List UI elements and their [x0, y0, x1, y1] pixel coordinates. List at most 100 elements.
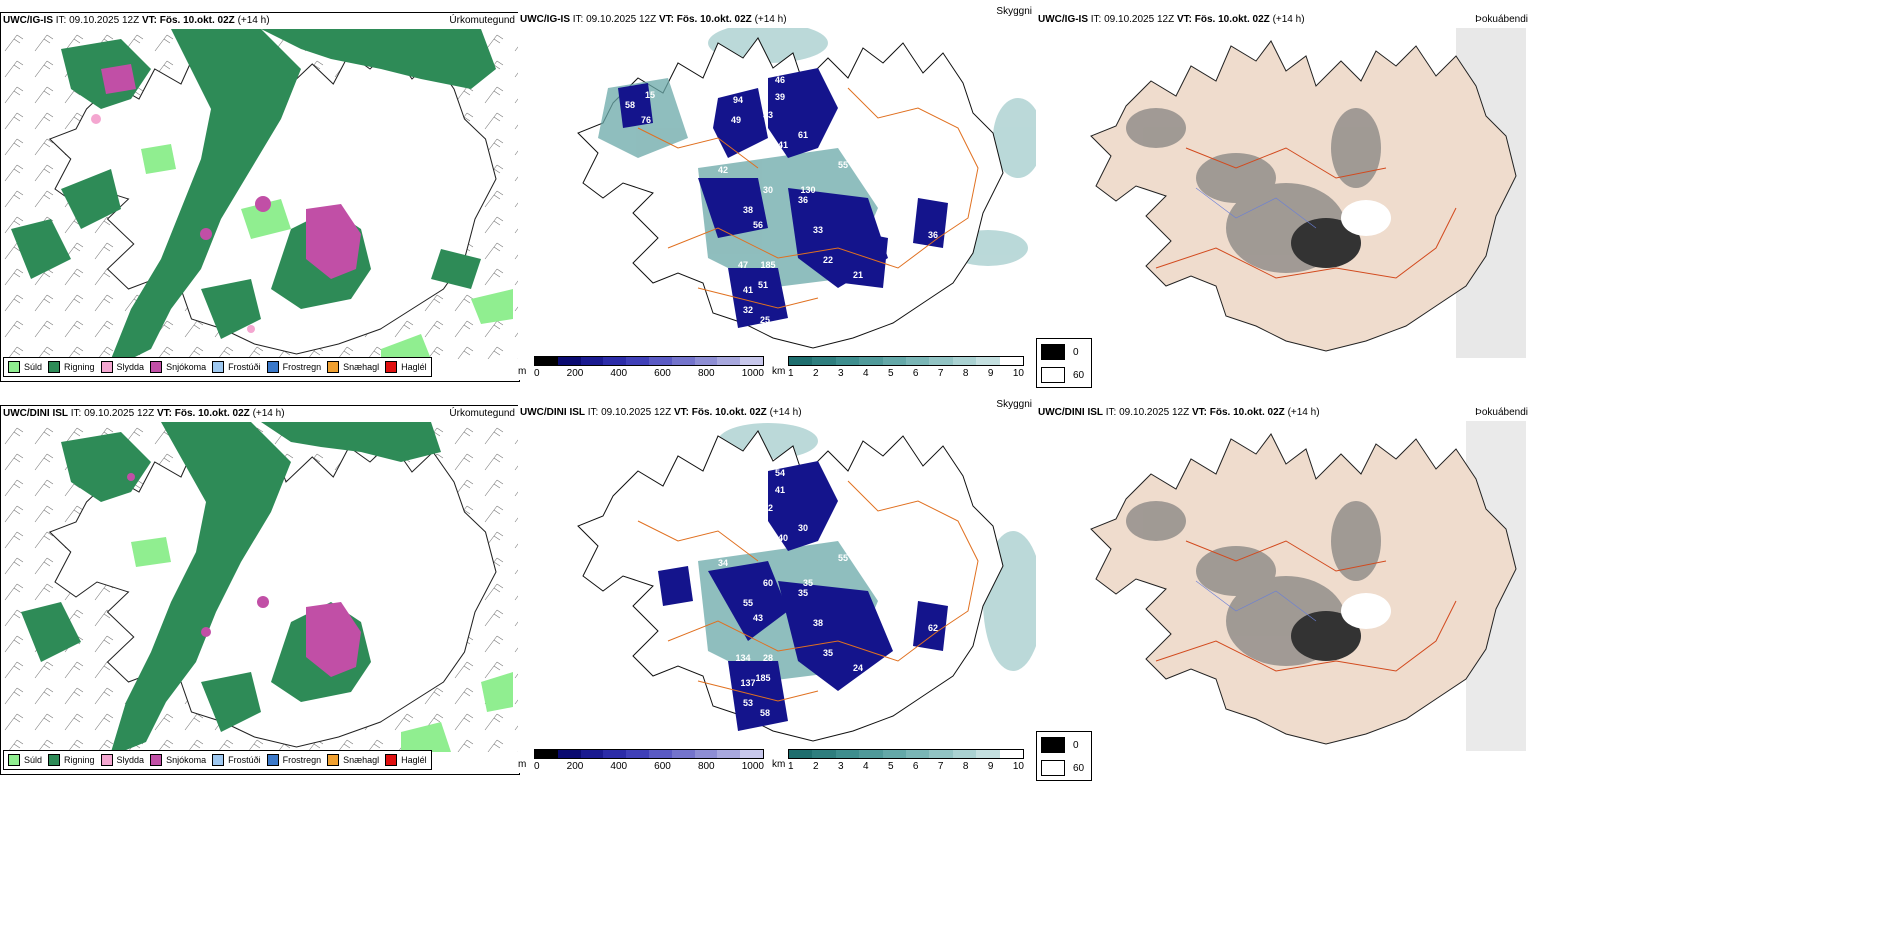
cloud-base-label: 35 [803, 578, 813, 588]
colorbar-ticks: 1 2 3 4 5 6 7 8 9 10 [788, 368, 1024, 379]
fog-swatch [1041, 760, 1065, 776]
cloud-base-label: 35 [823, 648, 833, 658]
colorbar-tick: 400 [610, 368, 628, 379]
colorbar-tick: 10 [1012, 368, 1024, 379]
colorbar-tick: 400 [610, 761, 628, 772]
cloud-base-label: 21 [853, 270, 863, 280]
cloud-base-label: 22 [823, 255, 833, 265]
fog-map [1036, 421, 1526, 751]
legend-swatch [266, 754, 279, 766]
colorbar-segment [835, 357, 860, 365]
legend-item: Slydda [100, 361, 144, 373]
precip-map [1, 29, 519, 359]
colorbar-tick: 3 [837, 368, 844, 379]
cloud-base-label: 34 [718, 558, 728, 568]
colorbar-tick: 600 [654, 761, 671, 772]
legend-item: Frostúði [212, 361, 261, 373]
cloud-base-label: 25 [760, 315, 770, 325]
colorbar-tick: 5 [887, 761, 894, 772]
colorbar-segment [835, 750, 860, 758]
colorbar-segment [882, 750, 907, 758]
precip-panel-top: UWC/IG-IS IT: 09.10.2025 12Z VT: Fös. 10… [0, 12, 520, 382]
cloud-base-label: 58 [625, 100, 635, 110]
colorbar-segment [976, 750, 1000, 758]
cloud-base-label: 137 [740, 678, 755, 688]
precip-panel-bottom: UWC/DINI ISL IT: 09.10.2025 12Z VT: Fös.… [0, 405, 520, 775]
colorbar-tick: 7 [937, 761, 944, 772]
cloud-base-label: 17 [693, 265, 703, 275]
cloud-base-label: 41 [743, 285, 753, 295]
colorbar-tick: 0 [534, 761, 540, 772]
colorbar-segment [671, 357, 695, 365]
legend-item: Haglél [385, 754, 427, 766]
precip-legend: Súld Rigning Slydda Snjókoma Frostúði Fr… [3, 750, 432, 770]
legend-swatch [385, 361, 398, 373]
cloud-base-label: 88 [883, 135, 893, 145]
cloud-base-label: 41 [778, 140, 788, 150]
colorbar-segment [648, 750, 672, 758]
colorbar-strip [534, 356, 764, 366]
colorbar-segment [626, 750, 649, 758]
cloud-base-label: 24 [853, 663, 863, 673]
colorbar-segment [557, 357, 581, 365]
colorbar-segment [929, 357, 953, 365]
legend-swatch [212, 754, 225, 766]
cloud-base-label: 60 [763, 578, 773, 588]
fog-panel-bottom: UWC/DINI ISL IT: 09.10.2025 12Z VT: Fös.… [1036, 405, 1900, 781]
cloud-base-label: 33 [763, 110, 773, 120]
product-name: Skyggni [996, 6, 1032, 17]
fog-legend: 0 60 [1036, 731, 1092, 781]
cloud-base-label: 38 [743, 205, 753, 215]
cloud-base-label: 51 [758, 280, 768, 290]
cloud-base-label: 39 [775, 92, 785, 102]
legend-item: Frostúði [212, 754, 261, 766]
colorbar-ticks: 0 200 400 600 800 1000 [534, 761, 764, 772]
cloud-base-label: 15 [883, 528, 893, 538]
cloud-base-label: 62 [928, 623, 938, 633]
cloud-base-label: 47 [738, 260, 748, 270]
cloud-base-label: 61 [641, 508, 651, 518]
colorbar-tick: 3 [837, 761, 844, 772]
cloud-base-label: 31 [645, 483, 655, 493]
colorbar-tick: 6 [912, 761, 919, 772]
colorbar-segment [789, 357, 813, 365]
legend-item: Frostregn [266, 361, 321, 373]
fog-swatch [1041, 367, 1065, 383]
colorbar-segment [740, 750, 763, 758]
colorbar-segment [717, 750, 741, 758]
legend-item: Frostregn [266, 754, 321, 766]
cloud-base-label: 62 [763, 503, 773, 513]
legend-item: Snæhagl [327, 754, 379, 766]
legend-item: Rigning [48, 754, 95, 766]
panel-title: UWC/IG-IS IT: 09.10.2025 12Z VT: Fös. 10… [3, 15, 270, 26]
legend-swatch [48, 754, 61, 766]
cloud-panel-bottom: UWC/DINI ISL IT: 09.10.2025 12Z VT: Fös.… [518, 399, 1036, 773]
cloud-base-label: 55 [743, 598, 753, 608]
colorbar-segment [603, 750, 627, 758]
colorbar-segment [694, 357, 718, 365]
colorbar-strip [534, 749, 764, 759]
fog-swatch [1041, 344, 1065, 360]
cloud-base-label: 41 [693, 658, 703, 668]
colorbar-segment [976, 357, 1000, 365]
colorbar-ticks: 0 200 400 600 800 1000 [534, 368, 764, 379]
cloud-base-label: 36 [798, 195, 808, 205]
cloud-base-label: 55 [838, 160, 848, 170]
colorbar-segment [717, 357, 741, 365]
colorbar-segment [999, 357, 1024, 365]
colorbar-segment [580, 357, 604, 365]
legend-item: Súld [8, 361, 42, 373]
colorbar-segment [952, 357, 977, 365]
product-name: Skyggni [996, 399, 1032, 410]
cloud-base-label: 15 [645, 90, 655, 100]
colorbar-segment [882, 357, 907, 365]
legend-item: Súld [8, 754, 42, 766]
colorbar-segment [859, 750, 883, 758]
legend-swatch [266, 361, 279, 373]
cloud-base-label: 47 [625, 493, 635, 503]
colorbar-tick: 5 [887, 368, 894, 379]
colorbar-segment [648, 357, 672, 365]
cloud-panel-top: UWC/IG-IS IT: 09.10.2025 12Z VT: Fös. 10… [518, 6, 1036, 380]
legend-swatch [327, 754, 340, 766]
colorbar-tick: 2 [812, 368, 819, 379]
